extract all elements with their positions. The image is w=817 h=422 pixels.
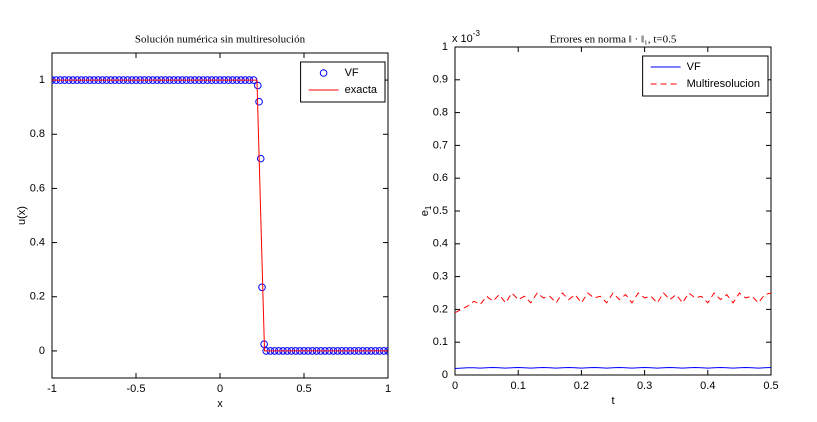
y-tick-label: 0.9 xyxy=(433,74,448,86)
y-tick-label: 0 xyxy=(442,369,448,381)
panel: -1 -0.5 0 0.5 1 0 0.2 0.4 0.6 0.8 1 Solución numéri… xyxy=(16,34,391,410)
series-line xyxy=(455,292,771,314)
y-tick-label: 0.7 xyxy=(433,139,448,151)
legend-box xyxy=(300,61,386,103)
y-tick-label: 1 xyxy=(442,41,448,53)
x-axis-label: x xyxy=(217,398,223,410)
x-tick-label: 0.2 xyxy=(574,380,589,392)
data-point xyxy=(253,81,262,90)
legend-swatch xyxy=(319,69,328,77)
legend-label: Multiresolucion xyxy=(687,78,760,90)
y-tick-label: 0.8 xyxy=(433,107,448,119)
y-tick-label: 0.5 xyxy=(433,205,448,217)
plot-area xyxy=(51,52,389,379)
y-tick-label: 0.2 xyxy=(433,303,448,315)
y-axis-label-subscript: 1 xyxy=(424,205,433,210)
legend: VF exacta xyxy=(300,61,386,103)
legend-label: VF xyxy=(687,61,701,73)
legend-box xyxy=(642,55,769,97)
y-tick-label: 0.4 xyxy=(433,238,448,250)
legend-label: VF xyxy=(345,67,359,79)
y-tick-label: 0.1 xyxy=(433,336,448,348)
x-tick-label: 0.4 xyxy=(700,380,715,392)
x-tick-label: 0.1 xyxy=(511,380,526,392)
chart-title: Solución numérica sin multiresolución xyxy=(135,34,306,46)
x-tick-label: 0 xyxy=(452,380,458,392)
y-tick-label: 1 xyxy=(39,74,45,86)
x-axis-label: t xyxy=(611,395,614,407)
x-tick-label: -0.5 xyxy=(127,383,146,395)
series-layer xyxy=(455,292,771,369)
y-axis-label: u(x) xyxy=(16,206,28,225)
data-point xyxy=(255,97,263,106)
y-multiplier-exponent: -3 xyxy=(473,29,481,38)
y-tick-label: 0.6 xyxy=(30,182,45,194)
x-tick-label: 1 xyxy=(385,383,391,395)
y-tick-label: 0.4 xyxy=(30,236,45,248)
series-line xyxy=(455,366,771,369)
y-axis-label: e1 xyxy=(419,205,433,216)
legend-label: exacta xyxy=(345,84,378,96)
x-tick-label: 0.5 xyxy=(763,380,778,392)
x-tick-label: 0.3 xyxy=(637,380,652,392)
y-tick-label: 0.6 xyxy=(433,172,448,184)
legend: VF Multiresolucion xyxy=(642,55,769,97)
panel: 0 0.1 0.2 0.3 0.4 0.5 0 0.1 0.2 0.3 0.4 0.5 0.6 0.7 0.… xyxy=(419,29,779,407)
y-multiplier: x 10-3 xyxy=(452,29,480,45)
x-tick-label: 0 xyxy=(217,383,223,395)
y-axis-label-base: e xyxy=(419,210,431,216)
data-point xyxy=(256,154,265,163)
y-multiplier-base: x 10 xyxy=(452,33,473,45)
y-tick-label: 0 xyxy=(39,345,45,357)
y-tick-label: 0.2 xyxy=(30,291,45,303)
y-tick-label: 0.3 xyxy=(433,271,448,283)
data-point xyxy=(258,283,266,292)
series-layer xyxy=(52,76,388,355)
x-tick-label: -1 xyxy=(47,383,57,395)
x-tick-label: 0.5 xyxy=(296,383,311,395)
y-tick-label: 0.8 xyxy=(30,128,45,140)
series-line xyxy=(52,79,388,352)
chart-title: Errores en norma ‖ · ‖₁, t=0.5 xyxy=(550,34,677,46)
